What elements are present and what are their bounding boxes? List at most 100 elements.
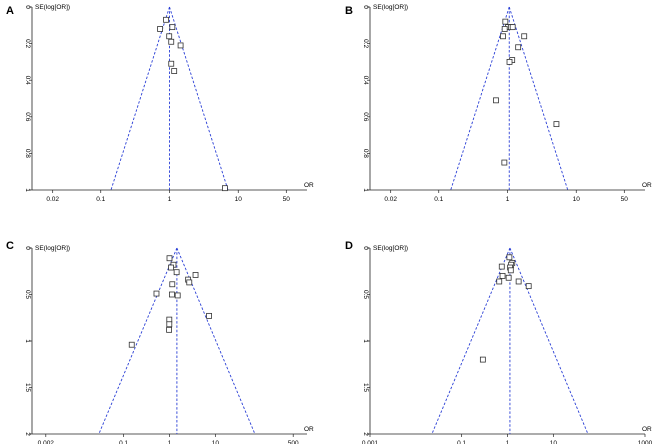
y-tick-label: 0.4	[24, 76, 31, 85]
study-marker	[222, 185, 228, 192]
study-marker	[515, 278, 522, 285]
study-marker	[192, 272, 199, 278]
y-axis-title: SE(log[OR])	[35, 245, 70, 252]
y-tick-label: 1	[362, 188, 369, 192]
funnel-left-boundary	[450, 6, 510, 191]
y-tick-label: 1	[24, 339, 31, 343]
x-tick-label: 0.1	[457, 440, 466, 444]
x-tick-label: 10	[550, 440, 558, 444]
panel-label: C	[6, 240, 14, 252]
y-tick-label: 1.5	[24, 383, 31, 392]
y-tick-label: 1.5	[362, 383, 369, 392]
funnel-right-boundary	[176, 247, 256, 435]
study-marker	[493, 97, 499, 104]
x-tick-label: 0.02	[46, 196, 59, 203]
study-marker	[206, 312, 212, 319]
study-marker	[500, 33, 506, 40]
funnel-panel-a: A SE(log[OR]) OR 0 0.2 0.4 0.6 0.8 1 0.02 0.1 1 10 50	[6, 4, 314, 203]
study-marker	[166, 326, 172, 333]
y-tick-label: 0.5	[362, 290, 369, 299]
y-tick-label: 0.8	[362, 149, 369, 158]
y-axis-title: SE(log[OR])	[373, 245, 408, 252]
funnel-right-boundary	[169, 6, 229, 191]
x-tick-label: 50	[621, 196, 629, 203]
study-marker	[169, 281, 176, 288]
study-marker	[177, 42, 184, 49]
study-marker	[509, 24, 516, 31]
y-tick-label: 1	[24, 188, 31, 192]
study-marker	[553, 121, 560, 128]
y-tick-label: 0.6	[362, 112, 369, 121]
study-marker	[506, 59, 513, 65]
x-tick-label: 10	[235, 196, 243, 203]
study-marker	[499, 272, 506, 279]
y-tick-label: 1	[362, 339, 369, 343]
x-tick-label: 0.001	[362, 440, 379, 444]
study-marker	[496, 278, 503, 285]
panel-label: B	[345, 5, 353, 17]
study-marker	[128, 341, 135, 348]
funnel-right-boundary	[509, 247, 589, 435]
y-tick-label: 0.6	[24, 112, 31, 121]
study-marker	[169, 291, 175, 298]
study-marker	[163, 16, 169, 23]
study-marker	[166, 255, 173, 262]
study-marker	[153, 290, 160, 297]
funnel-left-boundary	[98, 247, 178, 435]
study-marker	[502, 18, 509, 25]
x-tick-label: 50	[283, 196, 291, 203]
y-tick-label: 0	[24, 5, 31, 9]
x-tick-label: 1	[506, 440, 510, 444]
study-marker	[174, 292, 181, 299]
study-marker	[166, 316, 173, 323]
study-marker	[505, 274, 512, 281]
x-axis-title: OR	[304, 182, 314, 189]
y-tick-label: 0	[24, 246, 31, 250]
x-axis-title: OR	[642, 182, 652, 189]
study-marker	[498, 263, 505, 270]
funnel-right-boundary	[508, 6, 569, 191]
y-tick-label: 0.2	[362, 39, 369, 48]
study-marker	[506, 254, 513, 261]
study-marker	[501, 26, 508, 32]
study-marker	[169, 24, 176, 31]
study-marker	[525, 283, 532, 290]
x-tick-label: 10	[573, 196, 581, 203]
funnel-left-boundary	[431, 247, 511, 435]
x-tick-label: 1	[168, 440, 172, 444]
x-tick-label: 0.1	[119, 440, 128, 444]
x-axis-title: OR	[642, 426, 652, 433]
panel-label: A	[6, 5, 14, 17]
study-marker	[166, 33, 173, 40]
x-tick-label: 1000	[638, 440, 653, 444]
x-tick-label: 0.002	[38, 440, 55, 444]
study-marker	[507, 267, 514, 274]
study-marker	[171, 68, 178, 74]
study-marker	[515, 44, 522, 51]
y-tick-label: 0.5	[24, 290, 31, 299]
funnel-panel-b: B SE(log[OR]) OR 0 0.2 0.4 0.6 0.8 1 0.02 0.1 1 10 50	[345, 4, 652, 203]
y-tick-label: 0.8	[24, 149, 31, 158]
x-axis-title: OR	[304, 426, 314, 433]
study-marker	[521, 33, 528, 40]
study-marker	[186, 279, 193, 286]
x-tick-label: 1	[506, 196, 510, 203]
study-marker	[166, 321, 173, 328]
x-tick-label: 10	[212, 440, 220, 444]
y-tick-label: 2	[24, 432, 31, 436]
funnel-panel-c: C SE(log[OR]) OR 0 0.5 1 1.5 2 0.002 0.1 1 10 500	[6, 240, 314, 444]
x-tick-label: 0.1	[96, 196, 105, 203]
y-axis-title: SE(log[OR])	[373, 4, 408, 11]
x-tick-label: 0.1	[434, 196, 443, 203]
y-tick-label: 0.4	[362, 76, 369, 85]
x-tick-label: 0.02	[384, 196, 397, 203]
panel-label: D	[345, 240, 353, 252]
study-marker	[479, 356, 486, 363]
x-tick-label: 500	[288, 440, 299, 444]
study-marker	[168, 38, 175, 45]
x-tick-label: 1	[168, 196, 172, 203]
y-tick-label: 2	[362, 432, 369, 436]
funnel-panel-d: D SE(log[OR]) OR 0 0.5 1 1.5 2 0.001 0.1 1 10 1000	[345, 240, 653, 444]
study-marker	[168, 264, 174, 271]
